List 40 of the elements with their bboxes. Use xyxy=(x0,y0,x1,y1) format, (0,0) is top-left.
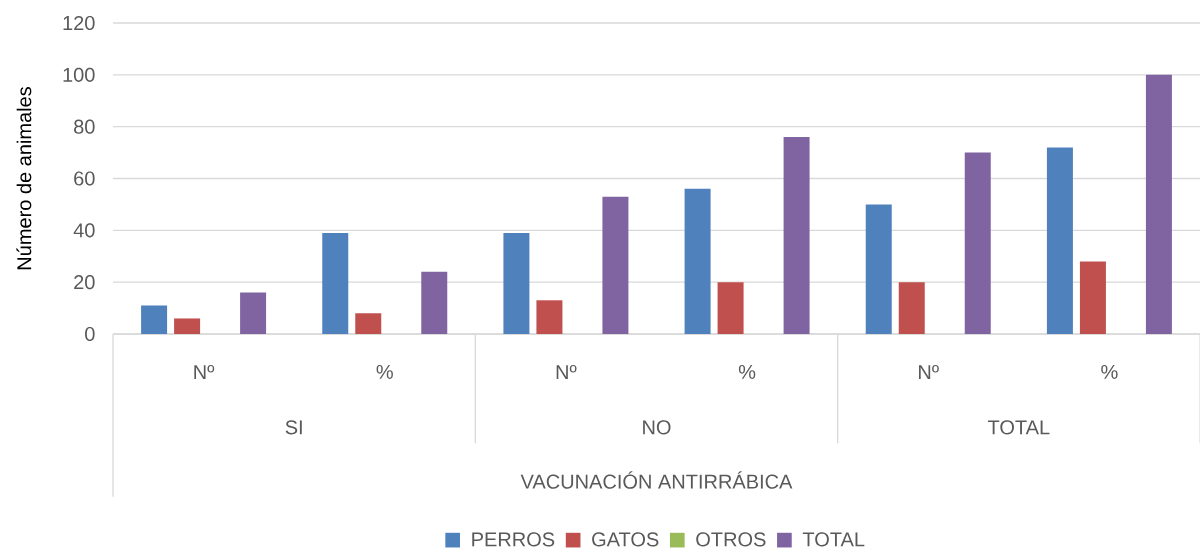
x-tick-label: Nº xyxy=(919,364,939,379)
text: TOTAL xyxy=(987,420,1050,435)
y-tick-label: 80 xyxy=(74,119,95,134)
bar xyxy=(536,300,563,334)
bar xyxy=(717,282,744,334)
legend-label: PERROS xyxy=(472,532,555,547)
y-tick-label: 0 xyxy=(85,326,95,342)
bar xyxy=(898,282,925,334)
y-tick-label: 40 xyxy=(73,223,95,238)
bar xyxy=(865,204,892,334)
bar xyxy=(141,305,168,334)
legend-label: TOTAL xyxy=(802,532,865,547)
x-tick-label: % xyxy=(738,364,756,379)
bar xyxy=(602,196,629,334)
y-tick-label: 120 xyxy=(63,15,95,31)
x-tick-label: Nº xyxy=(556,364,577,379)
x-tick-label: Nº xyxy=(194,364,215,379)
bar xyxy=(1079,261,1106,334)
bar xyxy=(355,313,382,334)
y-tick-label: 20 xyxy=(74,275,95,290)
bar xyxy=(783,137,810,334)
text: SI xyxy=(285,420,302,435)
bar xyxy=(421,271,448,334)
bar xyxy=(964,152,991,334)
x-axis-title: VACUNACIÓN ANTIRRÁBICA xyxy=(520,471,793,489)
y-axis-title: Número de animales xyxy=(16,87,32,270)
bar xyxy=(503,232,530,334)
y-tick-label: 100 xyxy=(63,67,95,82)
bar xyxy=(174,318,201,334)
text: NO xyxy=(643,420,671,435)
bar xyxy=(1046,147,1073,334)
x-tick-label: % xyxy=(376,364,393,379)
bar xyxy=(240,292,267,334)
y-tick-label: 60 xyxy=(74,171,95,186)
legend-label: OTROS xyxy=(696,532,766,547)
bar xyxy=(684,188,711,334)
bar xyxy=(1145,74,1172,334)
x-tick-label: % xyxy=(1101,364,1118,379)
legend-label: GATOS xyxy=(592,532,659,547)
bar xyxy=(322,232,349,334)
